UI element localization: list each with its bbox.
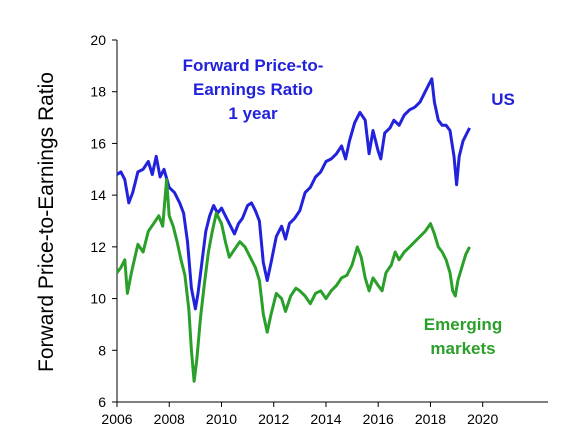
x-tick-label: 2016 [363,411,394,427]
x-axis-ticks: 2006 2008 2010 2012 2014 2016 2018 2020 [101,402,498,427]
x-tick-label: 2006 [101,411,132,427]
annotation-us-label: US [491,90,515,109]
series-line-emerging-markets [115,178,471,383]
series-line-us [116,77,471,311]
x-tick-label: 2020 [467,411,498,427]
x-tick-label: 2008 [154,411,185,427]
annotation-emerging-line2: markets [430,339,495,358]
y-tick-label: 14 [90,187,106,203]
series-lines [115,77,471,383]
annotation-title-line2: Earnings Ratio [193,80,313,99]
y-tick-label: 20 [90,32,106,48]
y-tick-label: 18 [90,84,106,100]
plot-area [116,40,548,403]
x-tick-label: 2014 [310,411,341,427]
x-tick-label: 2010 [206,411,237,427]
x-tick-label: 2012 [258,411,289,427]
y-axis-title: Forward Price-to-Earnings Ratio [35,72,58,372]
annotation-emerging-line1: Emerging [424,315,502,334]
y-tick-label: 12 [90,239,106,255]
annotation-title-line1: Forward Price-to- [183,56,324,75]
y-tick-label: 6 [98,394,106,410]
y-tick-label: 16 [90,135,106,151]
annotation-title-line3: 1 year [228,104,278,123]
y-tick-label: 10 [90,291,106,307]
x-tick-label: 2018 [415,411,446,427]
y-axis-ticks: 6 8 10 12 14 16 18 20 [90,32,117,410]
y-tick-label: 8 [98,342,106,358]
